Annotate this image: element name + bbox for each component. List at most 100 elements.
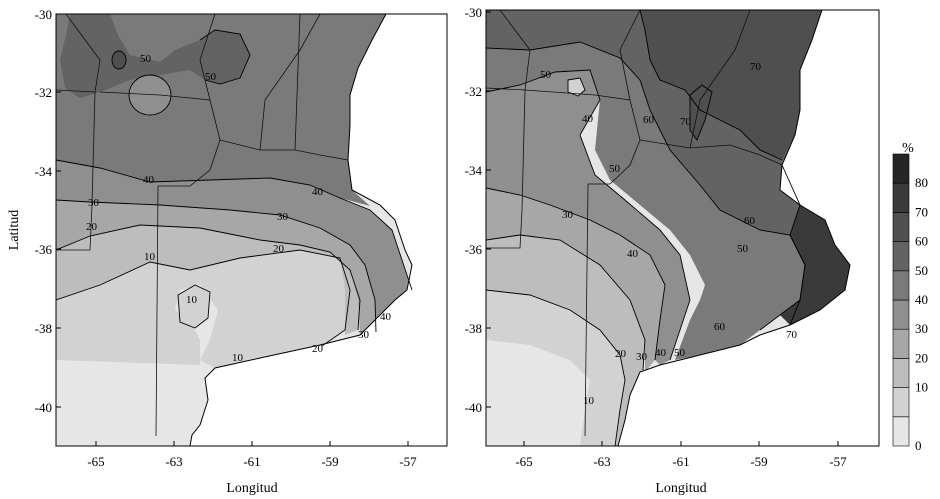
legend-label: 20 (915, 350, 928, 365)
left-contour-40 (56, 159, 413, 291)
right-island-40 (568, 78, 585, 96)
left-clabel-5: 30 (277, 211, 289, 223)
legend-swatch (892, 416, 910, 447)
legend-labels: 0 10 20 30 40 50 60 70 80 (915, 175, 928, 453)
right-clabel-10: 60 (714, 321, 726, 333)
legend-label: 30 (915, 321, 928, 336)
legend-swatch (892, 153, 910, 184)
left-clabel-12: 10 (232, 352, 244, 364)
right-xtick-2: -61 (672, 454, 689, 469)
right-xtick-3: -59 (750, 454, 767, 469)
legend: % 0 10 20 30 40 50 60 70 80 (892, 141, 928, 453)
right-clabel-2: 60 (643, 114, 655, 126)
legend-label: 0 (915, 438, 922, 453)
left-clabel-2: 40 (143, 174, 155, 186)
right-band-10-20 (486, 290, 625, 446)
left-clabel-10: 10 (144, 251, 156, 263)
right-ytick-1: -32 (465, 84, 482, 99)
right-clabel-7: 40 (627, 248, 639, 260)
right-clabel-1: 40 (582, 113, 594, 125)
left-ytick-2: -34 (35, 164, 53, 179)
right-contour-40 (486, 69, 691, 361)
right-ocean (618, 10, 879, 446)
right-clabel-5: 50 (609, 163, 621, 175)
right-contour-30 (486, 187, 666, 361)
right-clabel-0: 50 (540, 69, 552, 81)
right-ytick-0: -30 (465, 5, 482, 20)
left-xtick-3: -59 (321, 454, 338, 469)
right-clabel-13: 40 (655, 347, 667, 359)
right-xtick-4: -57 (829, 454, 847, 469)
left-xtick-1: -63 (165, 454, 182, 469)
left-island-high (112, 51, 126, 69)
left-ytick-5: -40 (35, 400, 52, 415)
left-island-low (129, 75, 171, 115)
legend-swatch (892, 270, 910, 301)
right-clabel-14: 50 (674, 347, 686, 359)
right-contour-10 (486, 289, 626, 446)
right-band-30-40 (486, 188, 665, 372)
left-band-30-40 (56, 200, 375, 335)
right-contour-20 (486, 234, 646, 371)
legend-label: 10 (915, 380, 928, 395)
legend-swatch (892, 212, 910, 242)
left-ytick-0: -30 (35, 7, 52, 22)
left-contour-30 (56, 199, 377, 333)
right-ytick-2: -34 (465, 163, 483, 178)
right-clabel-16: 70 (786, 329, 798, 341)
left-x-ticks: -65 -63 -61 -59 -57 (87, 441, 417, 469)
right-ytick-5: -40 (465, 400, 482, 415)
left-clabel-7: 20 (86, 221, 98, 233)
left-ytick-4: -38 (35, 321, 52, 336)
left-x-axis-title: Longitud (226, 481, 277, 496)
legend-label: 60 (915, 234, 928, 249)
right-xtick-0: -65 (515, 454, 532, 469)
left-clabel-1: 50 (205, 71, 217, 83)
right-contour-labels: 50 40 60 70 70 50 30 40 50 60 60 20 30 4… (540, 61, 798, 407)
right-clabel-4: 70 (750, 61, 762, 73)
legend-swatch (892, 387, 910, 418)
left-map: -65 -63 -61 -59 -57 -30 -32 -34 -36 -38 … (7, 7, 448, 496)
left-band-20-30 (56, 225, 360, 335)
legend-swatch (892, 241, 910, 272)
left-clabel-8: 20 (273, 243, 285, 255)
legend-label: 40 (915, 292, 928, 307)
left-contour-10 (56, 249, 351, 347)
left-xtick-2: -61 (243, 454, 260, 469)
right-band-50-60 (486, 42, 805, 360)
right-island-70 (690, 85, 712, 140)
right-x-ticks: -65 -63 -61 -59 -57 (515, 441, 847, 469)
left-contour-labels: 50 50 40 40 30 30 30 20 20 20 10 10 10 4… (86, 53, 392, 364)
right-clabel-11: 20 (615, 348, 627, 360)
left-clabel-3: 40 (312, 186, 324, 198)
left-clabel-4: 30 (88, 197, 100, 209)
right-clabel-8: 50 (737, 243, 749, 255)
legend-label: 80 (915, 175, 928, 190)
left-contour-20 (56, 224, 361, 331)
right-contour-60 (639, 10, 783, 161)
right-clabel-3: 70 (680, 116, 692, 128)
left-clabel-9: 20 (312, 343, 324, 355)
legend-label: 50 (915, 263, 928, 278)
right-clabel-12: 30 (636, 351, 648, 363)
left-ytick-1: -32 (35, 85, 52, 100)
legend-swatch (892, 299, 910, 330)
legend-swatch (892, 182, 910, 213)
right-band-coast-high (780, 165, 850, 325)
left-xtick-4: -57 (399, 454, 417, 469)
left-contour-10b (177, 284, 211, 329)
left-clabel-0: 50 (140, 53, 152, 65)
legend-swatch (892, 358, 910, 388)
left-y-ticks: -30 -32 -34 -36 -38 -40 (35, 7, 61, 415)
legend-swatch (892, 328, 910, 359)
left-clabel-11: 10 (186, 294, 198, 306)
left-island-10 (178, 285, 210, 328)
right-clabel-6: 30 (562, 209, 574, 221)
right-clabel-9: 60 (744, 215, 756, 227)
right-map: -65 -63 -61 -59 -57 -30 -32 -34 -36 -38 … (465, 5, 880, 496)
right-ytick-4: -38 (465, 321, 482, 336)
right-contour-70 (781, 164, 806, 326)
right-x-axis-title: Longitud (655, 481, 706, 496)
left-ocean (190, 14, 447, 446)
